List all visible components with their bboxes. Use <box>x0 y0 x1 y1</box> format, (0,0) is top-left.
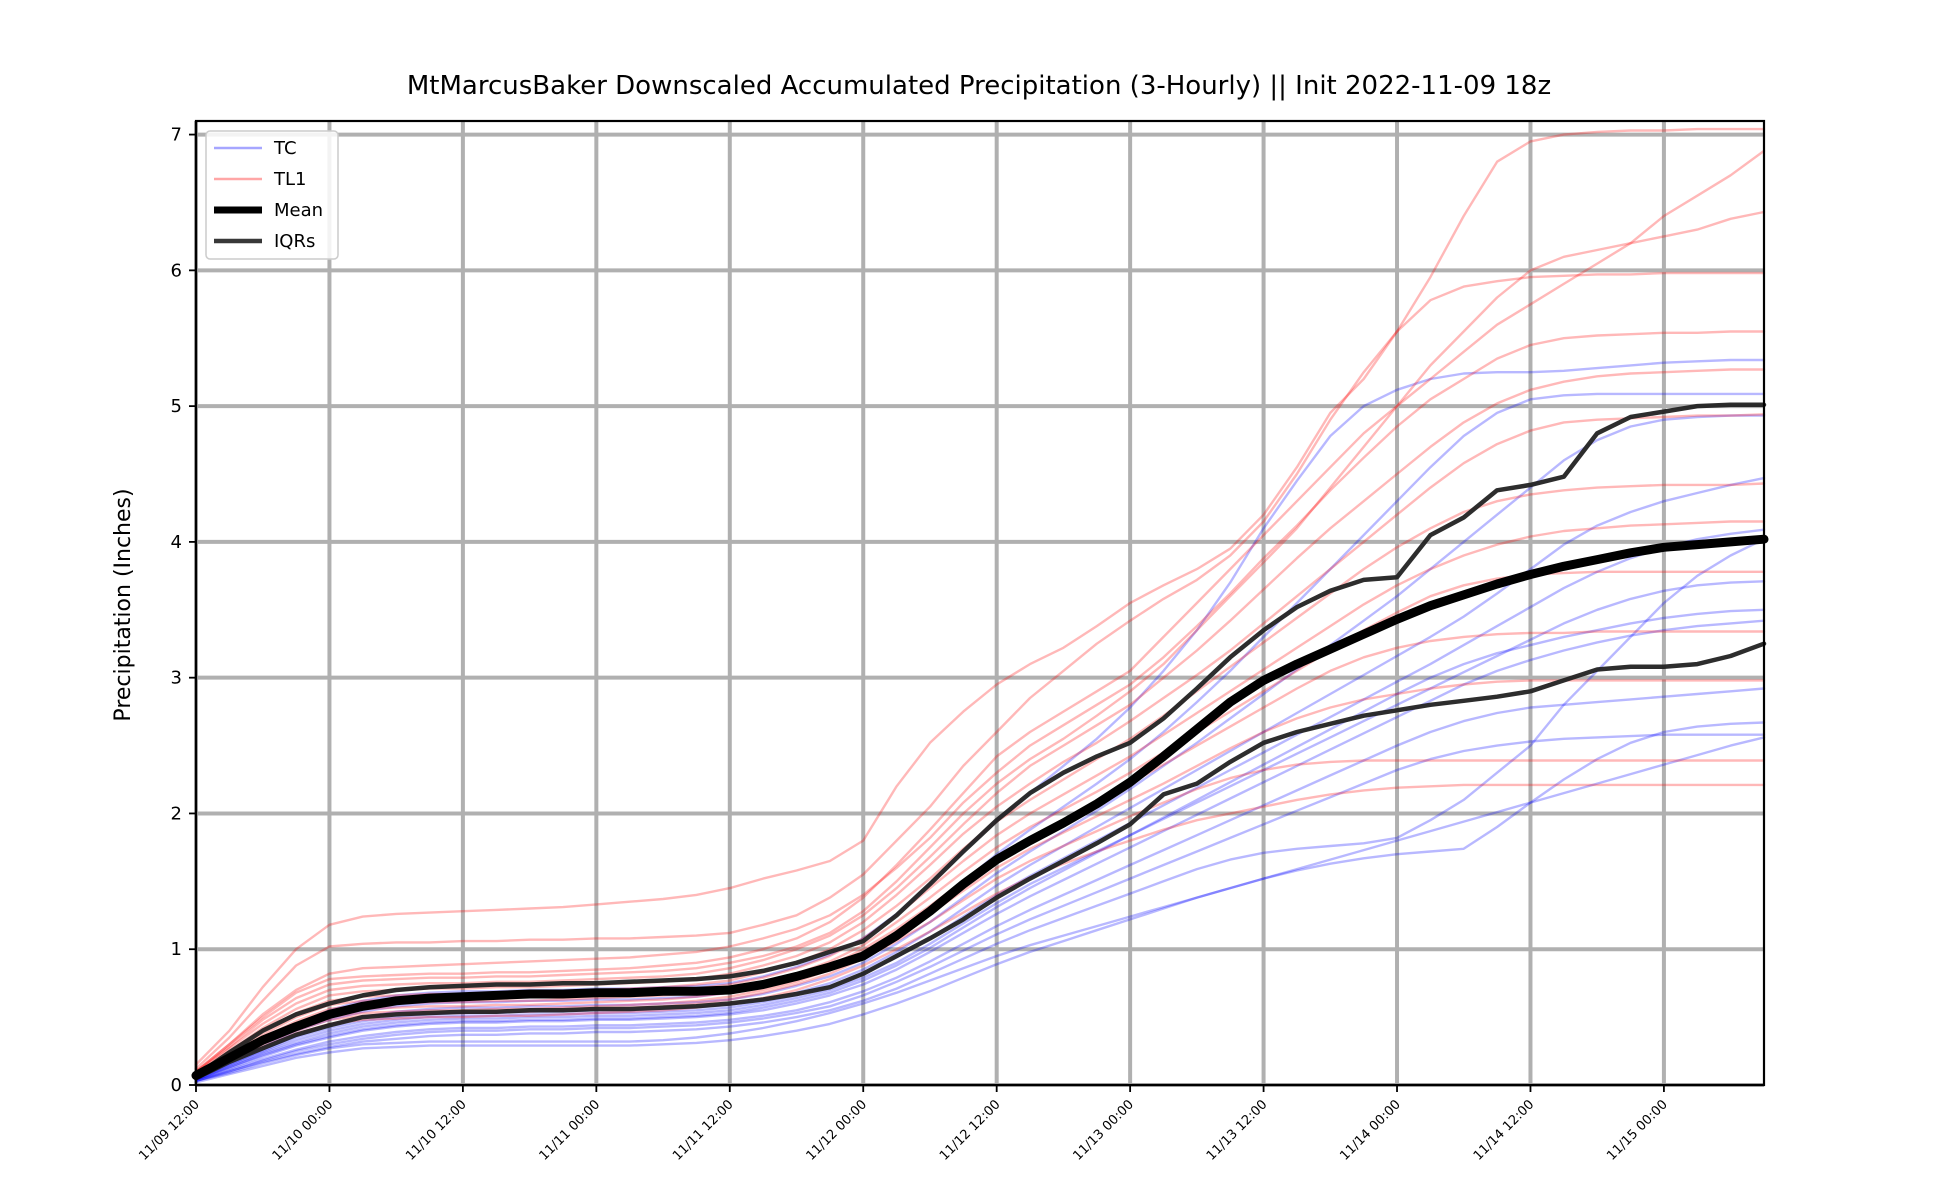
legend-label-mean: Mean <box>274 200 323 221</box>
series-line-tc-11 <box>194 538 1766 1083</box>
y-tick-label: 5 <box>171 396 182 417</box>
legend-label-iqrs: IQRs <box>274 231 315 252</box>
series-line-tl1-14 <box>194 783 1766 1080</box>
legend-label-tl1: TL1 <box>273 169 306 190</box>
y-tick-label: 3 <box>171 668 182 689</box>
series-line-tc-10 <box>194 733 1766 1083</box>
y-tick-label: 7 <box>171 125 182 146</box>
series-lines <box>191 127 1769 1084</box>
y-tick-label: 0 <box>171 1075 182 1096</box>
series-line-tl1-5 <box>194 330 1766 1073</box>
series-line-tc-3 <box>194 414 1766 1080</box>
series-line-tc-7 <box>194 608 1766 1081</box>
y-axis-ticks: 0 1 2 3 4 5 6 7 <box>171 125 196 1096</box>
series-line-tl1-4 <box>194 210 1766 1073</box>
y-tick-label: 2 <box>171 803 182 824</box>
series-line-tc-13 <box>194 721 1766 1084</box>
y-axis-label: Precipitation (Inches) <box>111 488 136 721</box>
series-line-tl1-2 <box>194 271 1766 1070</box>
series-line-tc-5 <box>194 528 1766 1081</box>
series-line-tl1-1 <box>194 127 1766 1066</box>
plot-frame <box>194 119 1766 1087</box>
series-line-tl1-6 <box>194 368 1766 1075</box>
series-line-tl1-7 <box>194 413 1766 1076</box>
series-line-tc-8 <box>194 619 1766 1081</box>
series-line-iqr-upper <box>193 402 1767 1078</box>
y-tick-label: 4 <box>171 532 182 553</box>
legend-box <box>205 130 339 260</box>
chart-title: MtMarcusBaker Downscaled Accumulated Pre… <box>407 71 1551 101</box>
series-line-tc-9 <box>194 687 1766 1083</box>
y-tick-label: 1 <box>171 939 182 960</box>
y-tick-label: 6 <box>171 260 182 281</box>
series-line-tl1-3 <box>194 149 1766 1073</box>
series-line-tc-6 <box>194 580 1766 1081</box>
series-line-mean <box>191 534 1769 1080</box>
series-line-tc-12 <box>194 736 1766 1083</box>
legend-label-tc: TC <box>273 138 297 159</box>
chart-legend: TC TL1 Mean IQRs <box>205 130 339 260</box>
series-line-iqr-lower <box>193 641 1767 1081</box>
